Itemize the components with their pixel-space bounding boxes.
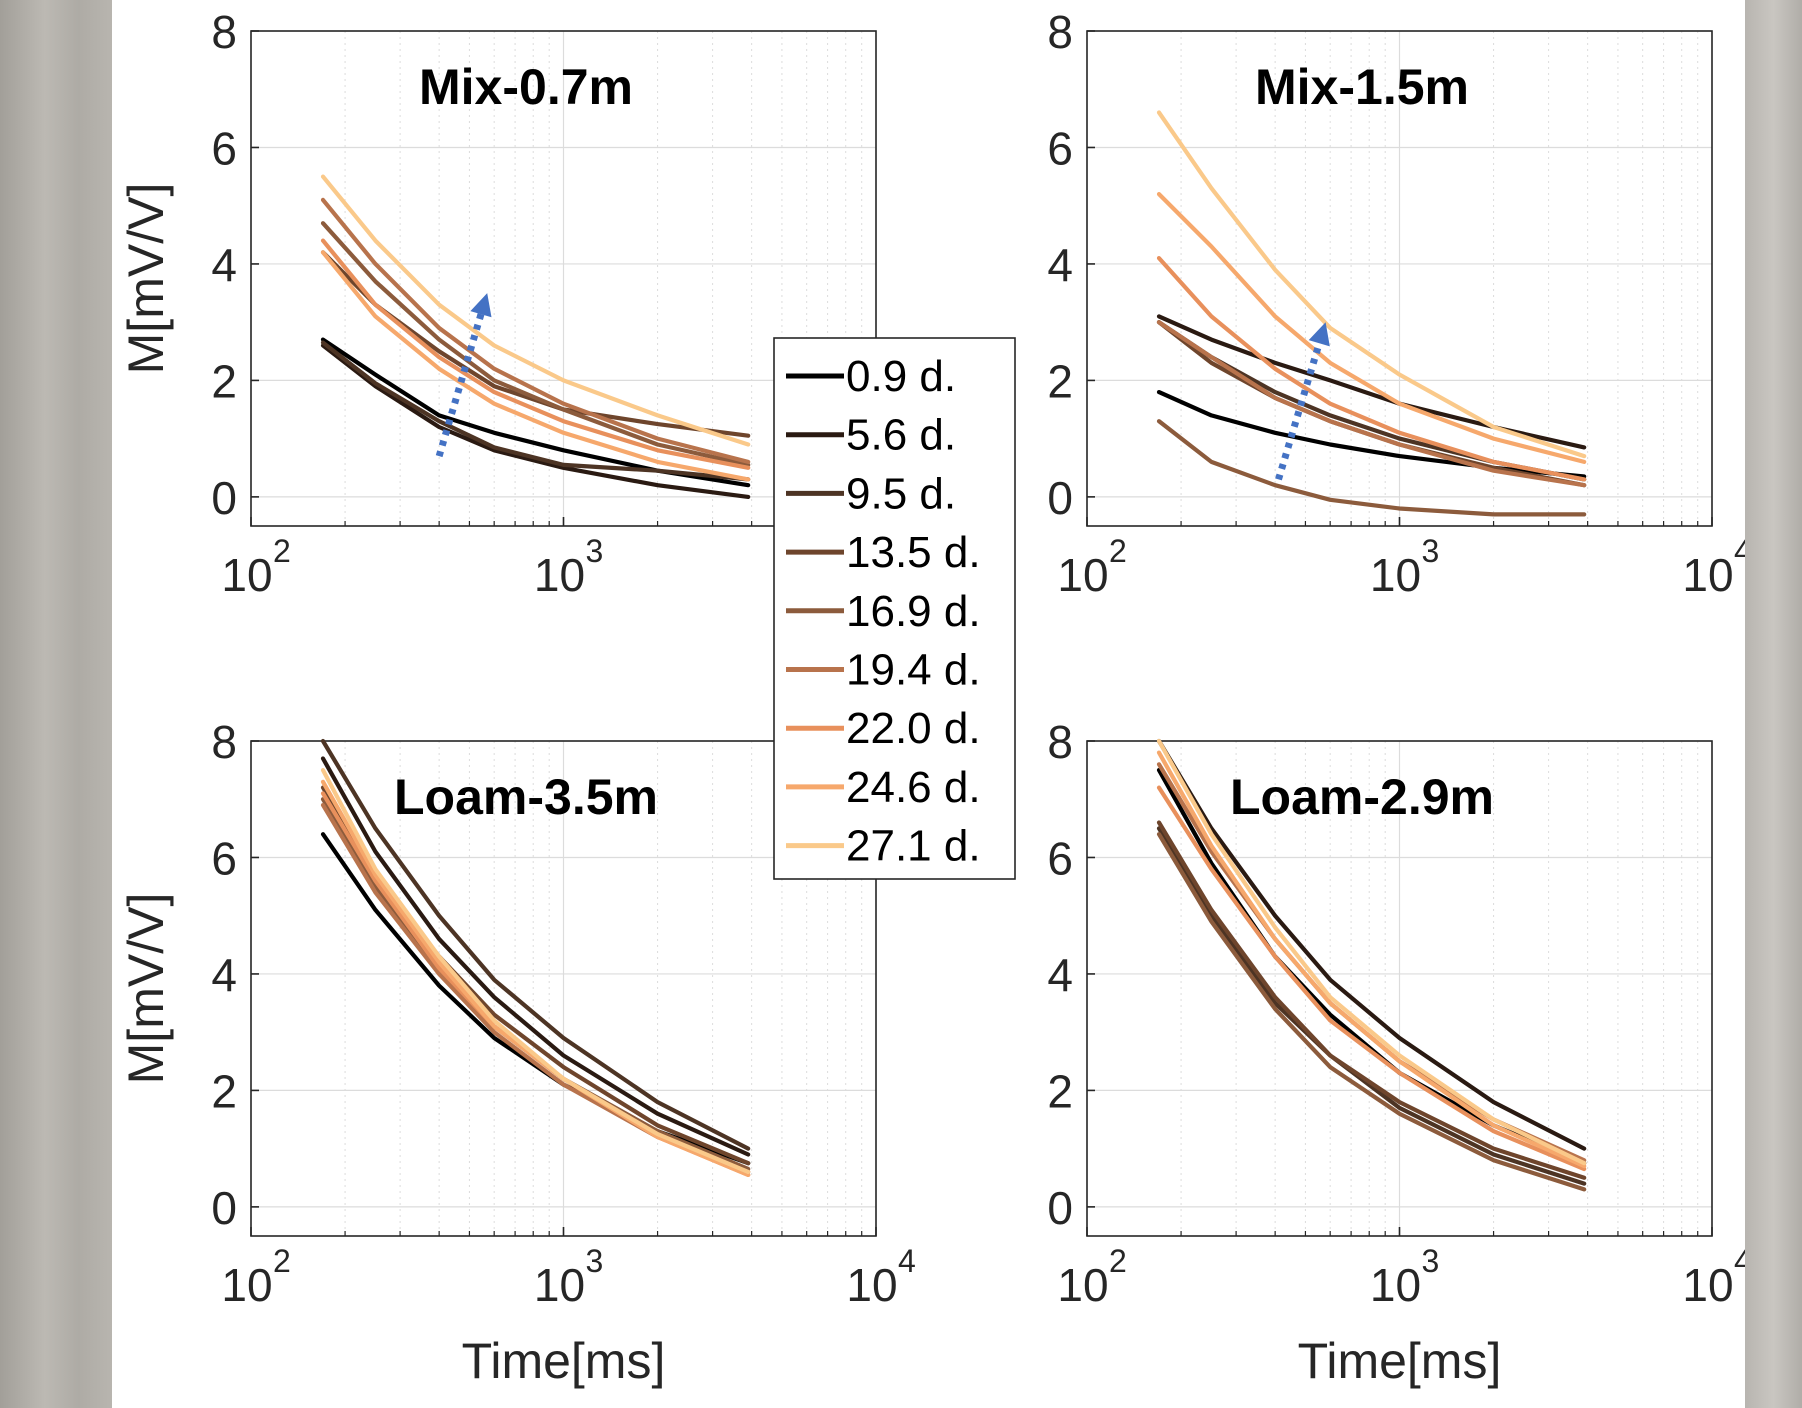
y-tick-label: 6 [211,832,237,884]
series-line [320,779,751,1178]
x-tick-exponent: 3 [1422,533,1440,569]
panel-title: Loam-2.9m [1230,769,1494,825]
legend-entry-label: 9.5 d. [846,469,956,518]
x-tick-label: 10 [221,549,272,601]
series-line [1156,419,1587,517]
series-line [1156,785,1587,1172]
series-line [1156,110,1587,459]
trend-arrow-head [1308,322,1330,347]
y-axis-label: M[mV/V] [118,893,174,1085]
series-line [320,221,751,467]
series-line [1156,832,1587,1192]
x-tick-exponent: 2 [1109,533,1127,569]
panel-title: Mix-1.5m [1255,59,1469,115]
trend-arrow-head [470,293,492,318]
x-tick-label: 10 [1370,1259,1421,1311]
x-tick-exponent: 3 [586,1243,604,1279]
legend-entry-label: 13.5 d. [846,528,981,577]
series-line [1156,320,1587,488]
x-tick-label: 10 [534,1259,585,1311]
series-line [320,767,751,1175]
x-tick-exponent: 3 [586,533,604,569]
x-tick-exponent: 2 [273,1243,291,1279]
legend-entry-label: 0.9 d. [846,352,956,401]
legend-entry-label: 16.9 d. [846,587,981,636]
legend-entry-label: 27.1 d. [846,822,981,871]
y-tick-label: 4 [1047,949,1073,1001]
series-line [320,738,751,1151]
y-tick-label: 2 [1047,1065,1073,1117]
backdrop-left [0,0,112,1408]
series-line [1156,256,1587,482]
y-tick-label: 4 [211,239,237,291]
y-tick-label: 2 [1047,355,1073,407]
y-tick-label: 4 [1047,239,1073,291]
panel-title: Mix-0.7m [419,59,633,115]
trend-arrow [1275,342,1323,481]
x-tick-label: 10 [221,1259,272,1311]
series-line [320,197,751,464]
x-tick-exponent: 3 [1422,1243,1440,1279]
y-tick-label: 8 [1047,6,1073,58]
y-tick-label: 8 [211,716,237,768]
x-tick-label: 10 [1682,1259,1733,1311]
y-tick-label: 6 [1047,832,1073,884]
legend-entry-label: 24.6 d. [846,763,981,812]
panel-title: Loam-3.5m [394,769,658,825]
x-tick-label: 10 [1057,549,1108,601]
series-line [1156,750,1587,1169]
legend: 0.9 d. 5.6 d. 9.5 d. 13.5 d. 16.9 d. 19.4 d. 2… [773,337,1016,880]
series-line [320,238,751,470]
legend-entry-label: 22.0 d. [846,704,981,753]
y-tick-label: 8 [211,6,237,58]
y-tick-label: 4 [211,949,237,1001]
x-axis-label: Time[ms] [1298,1333,1502,1389]
series-line [1156,192,1587,464]
y-tick-label: 2 [211,355,237,407]
legend-entry-label: 19.4 d. [846,646,981,695]
series-line [1156,820,1587,1180]
x-axis-label: Time[ms] [462,1333,666,1389]
y-tick-label: 0 [1047,1182,1073,1234]
y-tick-label: 0 [211,472,237,524]
y-tick-label: 2 [211,1065,237,1117]
x-tick-label: 10 [1057,1259,1108,1311]
x-tick-exponent: 2 [1109,1243,1127,1279]
x-tick-label: 10 [1682,549,1733,601]
x-tick-exponent: 4 [1734,533,1745,569]
x-tick-label: 10 [1370,549,1421,601]
y-tick-label: 6 [211,122,237,174]
x-tick-label: 10 [534,549,585,601]
x-tick-exponent: 4 [898,1243,916,1279]
series-line [1156,738,1587,1166]
y-tick-label: 0 [1047,472,1073,524]
figure-panel: 02468102103104Mix-0.7mM[mV/V]02468102103… [112,0,1745,1408]
series-line [320,756,751,1157]
x-tick-label: 10 [846,1259,897,1311]
series-line [320,343,751,499]
y-tick-label: 0 [211,1182,237,1234]
y-axis-label: M[mV/V] [118,183,174,375]
x-tick-exponent: 2 [273,533,291,569]
series-line [320,250,751,482]
y-tick-label: 6 [1047,122,1073,174]
trend-arrow [435,313,485,458]
series-line [1156,738,1587,1151]
chart-figure: 02468102103104Mix-0.7mM[mV/V]02468102103… [118,6,1745,1389]
backdrop-right [1745,0,1802,1408]
series-line [320,174,751,447]
series-line [320,340,751,482]
legend-entry-label: 5.6 d. [846,411,956,460]
y-tick-label: 8 [1047,716,1073,768]
x-tick-exponent: 4 [1734,1243,1745,1279]
